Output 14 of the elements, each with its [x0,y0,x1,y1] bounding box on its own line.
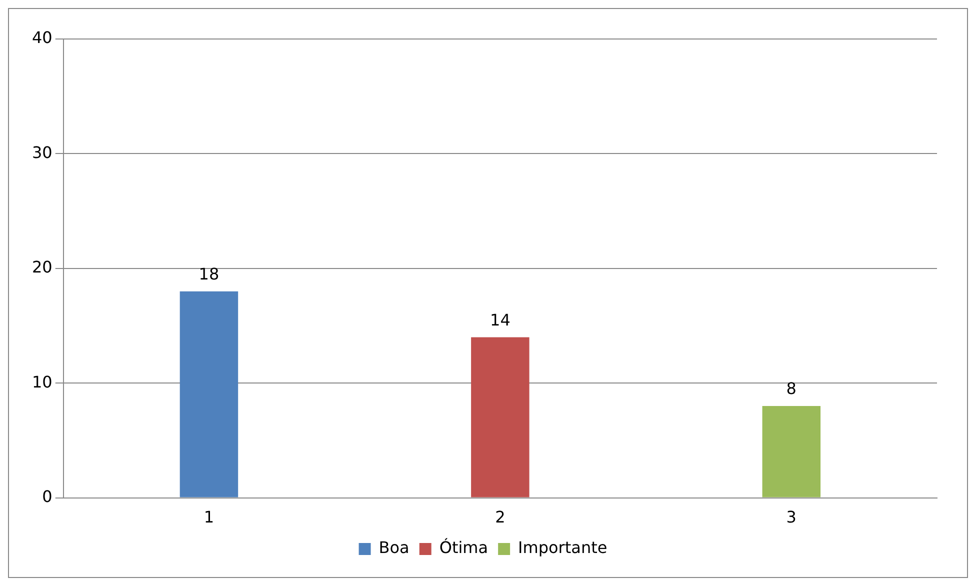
y-tick-label: 0 [42,486,52,506]
legend-label: Importante [518,538,608,558]
data-label: 18 [198,264,220,284]
data-label: 14 [490,310,510,330]
y-tick-label: 30 [32,142,52,162]
y-tick-label: 20 [32,258,52,277]
legend-label: Ótima [439,538,488,558]
x-tick-label: 3 [786,508,796,527]
y-tick-label: 10 [32,372,52,392]
x-tick-label: 2 [495,508,506,527]
x-tick-label: 1 [204,508,214,527]
legend-label: Boa [378,538,410,558]
data-label: 8 [786,379,796,398]
y-tick-label: 40 [32,28,52,48]
